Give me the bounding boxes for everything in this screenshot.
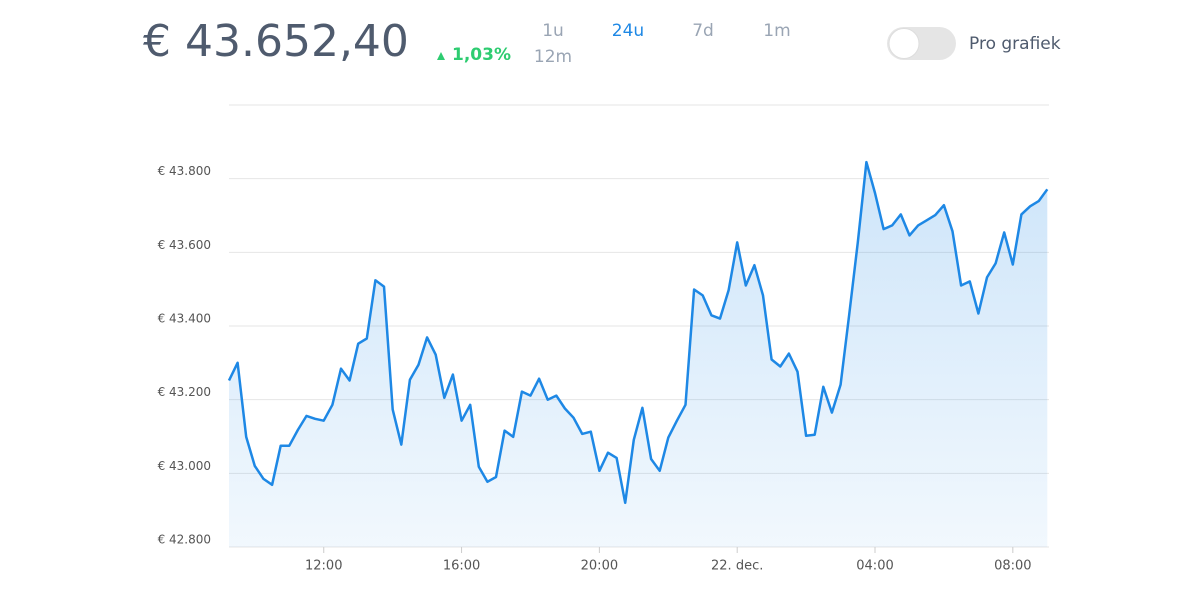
y-tick-label: € 43.400 xyxy=(158,312,211,326)
range-button[interactable]: 7d xyxy=(692,21,714,41)
price: € 43.652,40 xyxy=(143,16,409,67)
range-button[interactable]: 1m xyxy=(763,21,790,41)
range-button[interactable]: 1u xyxy=(542,21,564,41)
y-tick-label: € 43.000 xyxy=(158,459,211,473)
y-tick-label: € 43.200 xyxy=(158,385,211,399)
range-button[interactable]: 24u xyxy=(612,21,644,41)
x-tick-label: 20:00 xyxy=(581,559,618,574)
x-tick-label: 12:00 xyxy=(305,559,342,574)
y-tick-label: € 43.600 xyxy=(158,238,211,252)
y-tick-label: € 42.800 xyxy=(158,533,211,547)
x-tick-label: 16:00 xyxy=(443,559,480,574)
x-tick-label: 08:00 xyxy=(994,559,1031,574)
toggle-label[interactable]: Pro grafiek xyxy=(969,34,1061,54)
y-tick-label: € 43.800 xyxy=(158,164,211,178)
up-arrow xyxy=(437,52,445,60)
toggle-knob xyxy=(888,28,920,59)
price-line xyxy=(227,160,1049,505)
x-tick-label: 22. dec. xyxy=(711,559,763,574)
change: 1,03% xyxy=(452,45,511,65)
range-button[interactable]: 12m xyxy=(534,47,572,67)
range-buttons: 1u 24u 7d 1m 12m xyxy=(534,21,791,67)
x-tick-label: 04:00 xyxy=(856,559,893,574)
area-fill xyxy=(229,162,1048,547)
plot: € 42.800 € 43.000 € 43.200 € 43.400 € 43.600… xyxy=(158,160,1049,574)
